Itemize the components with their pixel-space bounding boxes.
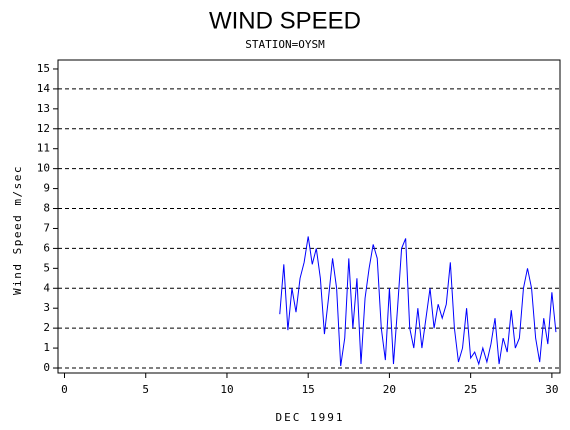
x-axis-label: DEC 1991 (276, 411, 345, 424)
y-tick-label: 11 (37, 142, 50, 155)
y-tick-label: 10 (37, 162, 50, 175)
y-tick-label: 12 (37, 122, 50, 135)
y-tick-label: 3 (43, 301, 50, 314)
x-tick-label: 10 (220, 383, 233, 396)
y-tick-label: 2 (43, 321, 50, 334)
plot-frame (57, 59, 561, 374)
y-tick-label: 13 (37, 102, 50, 115)
y-tick-label: 7 (43, 221, 50, 234)
y-tick-label: 8 (43, 202, 50, 215)
y-tick-label: 4 (43, 281, 50, 294)
x-tick-label: 0 (61, 383, 68, 396)
y-tick-label: 1 (43, 341, 50, 354)
x-tick-label: 5 (142, 383, 149, 396)
x-tick-label: 25 (464, 383, 477, 396)
y-tick-label: 0 (43, 361, 50, 374)
chart-subtitle: STATION=OYSM (245, 38, 325, 51)
chart-title: WIND SPEED (209, 7, 361, 34)
data-line (279, 236, 557, 367)
x-tick-label: 20 (383, 383, 396, 396)
y-axis-label: Wind Speed m/sec (11, 165, 24, 295)
y-tick-label: 5 (43, 261, 50, 274)
y-tick-label: 6 (43, 241, 50, 254)
y-tick-label: 15 (37, 62, 50, 75)
x-tick-label: 15 (302, 383, 315, 396)
x-tick-label: 30 (545, 383, 558, 396)
y-tick-label: 9 (43, 182, 50, 195)
y-tick-label: 14 (37, 82, 51, 95)
